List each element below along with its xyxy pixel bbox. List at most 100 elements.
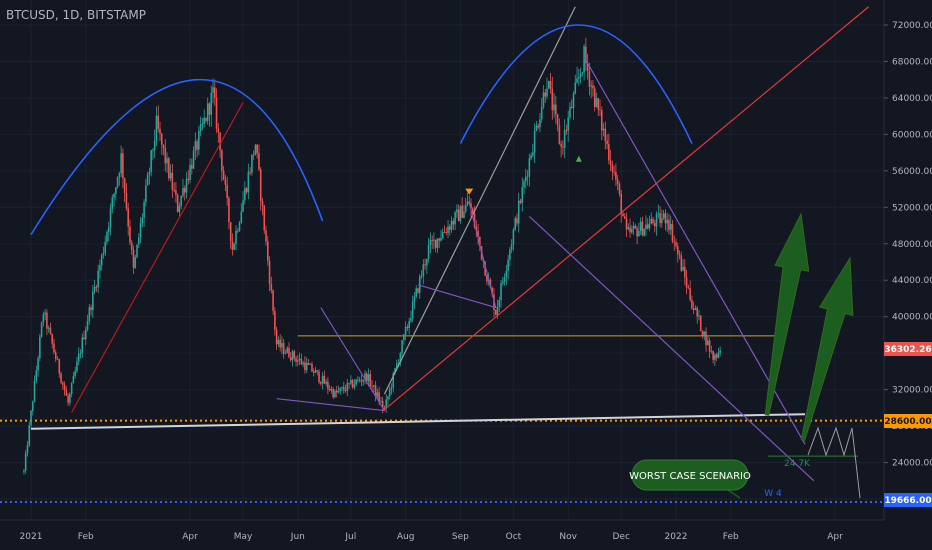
candle-body bbox=[701, 330, 704, 336]
candle-body bbox=[547, 80, 550, 89]
candle-body bbox=[521, 187, 524, 203]
candle-body bbox=[470, 203, 472, 209]
candle-body bbox=[539, 119, 541, 128]
candle-body bbox=[81, 337, 84, 354]
candle-body bbox=[657, 213, 660, 215]
candle-body bbox=[219, 132, 221, 151]
candle-body bbox=[392, 372, 395, 388]
candle-body bbox=[433, 239, 435, 241]
candle-body bbox=[570, 106, 573, 109]
candle-body bbox=[312, 371, 315, 373]
candle-body bbox=[160, 133, 163, 145]
candle-body bbox=[109, 208, 112, 228]
candle-body bbox=[302, 362, 304, 365]
drawings-layer bbox=[30, 6, 870, 499]
purple-flag-jun-jul bbox=[276, 307, 386, 412]
candle-body bbox=[320, 382, 322, 384]
candle-body bbox=[489, 279, 492, 288]
candle-body bbox=[115, 187, 117, 194]
white-long-support bbox=[30, 413, 806, 430]
candle-body bbox=[641, 221, 644, 236]
candle-body bbox=[261, 201, 264, 206]
candle-body bbox=[712, 350, 714, 360]
candle-body bbox=[441, 232, 444, 238]
candle-body bbox=[201, 123, 204, 125]
candle-body bbox=[510, 244, 513, 250]
candle-body bbox=[362, 379, 365, 382]
y-tick-label: 56000.00 bbox=[892, 167, 932, 177]
candle-body bbox=[411, 301, 414, 318]
candle-body bbox=[505, 270, 508, 278]
candle-body bbox=[655, 214, 658, 227]
candle-body bbox=[254, 144, 257, 156]
candle-body bbox=[205, 117, 207, 121]
candle-body bbox=[258, 152, 260, 170]
candle-body bbox=[286, 347, 289, 353]
candle-body bbox=[176, 194, 179, 212]
candle-body bbox=[549, 80, 552, 89]
candle-body bbox=[83, 337, 85, 340]
target-price-tag: 19666.00 bbox=[884, 493, 932, 507]
candle-body bbox=[53, 343, 55, 353]
candle-body bbox=[530, 155, 532, 159]
candle-body bbox=[574, 82, 577, 94]
purple-channel-upper bbox=[583, 56, 806, 445]
candle-body bbox=[447, 226, 449, 233]
candle-body bbox=[388, 388, 391, 397]
candle-body bbox=[471, 208, 474, 214]
candle-body bbox=[562, 146, 564, 148]
candle-body bbox=[26, 445, 29, 454]
candle-body bbox=[84, 329, 87, 340]
candle-body bbox=[54, 352, 57, 360]
candle-body bbox=[30, 410, 32, 426]
candle-body bbox=[365, 373, 368, 382]
candle-body bbox=[355, 379, 357, 385]
candle-body bbox=[673, 241, 676, 243]
candle-body bbox=[298, 358, 301, 360]
candle-body bbox=[636, 228, 638, 237]
candle-body bbox=[532, 152, 534, 156]
candle-body bbox=[217, 128, 220, 133]
candle-body bbox=[715, 354, 718, 358]
y-tick-label: 60000.00 bbox=[892, 130, 932, 140]
candle-body bbox=[125, 192, 128, 209]
candle-body bbox=[364, 373, 366, 380]
candle-body bbox=[99, 265, 101, 271]
candle-body bbox=[650, 218, 653, 224]
candle-body bbox=[62, 382, 64, 385]
candle-body bbox=[339, 387, 342, 391]
candle-body bbox=[178, 205, 181, 212]
candle-body bbox=[327, 381, 329, 389]
candle-body bbox=[431, 240, 433, 241]
candle-body bbox=[107, 227, 110, 233]
candle-body bbox=[380, 400, 382, 402]
candle-body bbox=[440, 237, 442, 241]
purple-channel-lower bbox=[528, 215, 815, 482]
candle-body bbox=[449, 226, 451, 230]
candle-body bbox=[122, 153, 124, 179]
candle-body bbox=[376, 392, 379, 397]
candle-body bbox=[342, 387, 345, 390]
candle-body bbox=[37, 358, 39, 371]
candle-body bbox=[648, 223, 651, 229]
candle-body bbox=[33, 380, 36, 402]
support-price-label: 28600.00 bbox=[884, 417, 931, 427]
candle-body bbox=[669, 223, 672, 230]
candle-body bbox=[215, 97, 218, 129]
candle-body bbox=[51, 334, 54, 344]
candle-body bbox=[514, 218, 516, 230]
candle-body bbox=[118, 173, 121, 178]
candle-body bbox=[496, 306, 499, 316]
candle-body bbox=[328, 388, 331, 391]
candle-body bbox=[168, 158, 170, 179]
candle-body bbox=[689, 288, 691, 300]
candle-body bbox=[39, 336, 41, 359]
candle-body bbox=[463, 211, 465, 218]
candle-body bbox=[203, 117, 205, 124]
candle-body bbox=[139, 223, 142, 238]
candle-body bbox=[351, 379, 354, 388]
candle-body bbox=[137, 237, 140, 245]
candle-body bbox=[664, 213, 667, 224]
candle-body bbox=[127, 208, 129, 227]
